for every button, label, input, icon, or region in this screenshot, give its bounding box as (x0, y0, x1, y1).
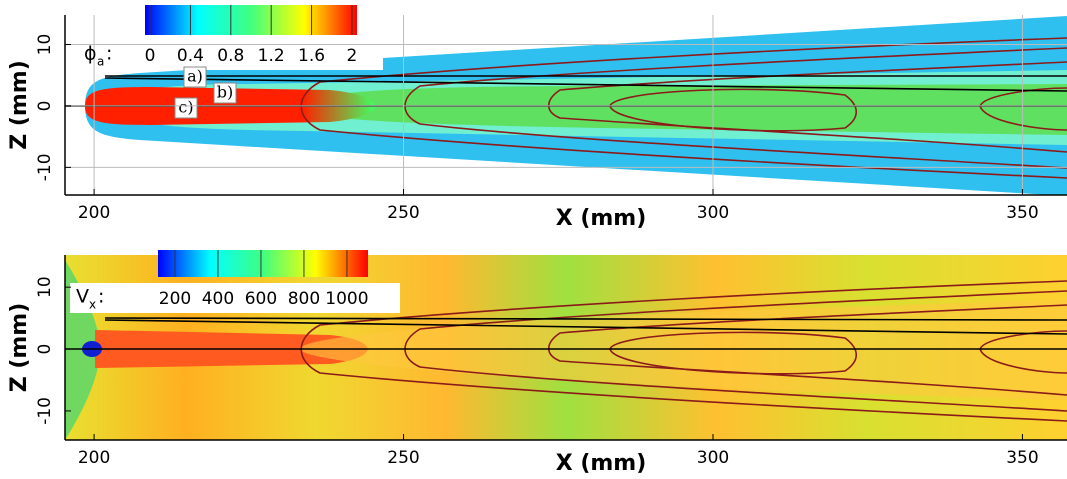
colorbar-tick-label: 1.6 (298, 46, 325, 66)
colorbar-suffix: : (106, 43, 112, 65)
colorbar-tick-label: 2 (347, 46, 358, 66)
colorbar-suffix: : (98, 286, 104, 308)
y-tick-label: 10 (35, 34, 55, 56)
x-tick-label: 300 (697, 448, 729, 468)
y-tick-label: -10 (35, 397, 55, 425)
colorbar-subscript: a (97, 55, 104, 69)
colorbar-tick-label: 0.4 (177, 46, 204, 66)
annotation-box (213, 82, 237, 104)
x-axis-label: X (mm) (556, 206, 647, 231)
colorbar-tick-label: 600 (245, 289, 277, 309)
colorbar-tick-label: 800 (288, 289, 320, 309)
colorbar-label-box (78, 40, 383, 70)
x-tick-label: 200 (78, 448, 110, 468)
annotation: a) (187, 67, 203, 86)
y-tick-label: -10 (35, 153, 55, 181)
colorbar-subscript: x (89, 298, 96, 312)
annotation-box (174, 97, 198, 119)
colorbar-tick-label: 1.2 (258, 46, 285, 66)
x-tick-label: 250 (387, 203, 419, 223)
y-axis-label: Z (mm) (7, 60, 32, 150)
colorbar-label-box (70, 283, 400, 313)
x-tick-label: 350 (1006, 203, 1038, 223)
colorbar-tick-label: 1000 (325, 289, 368, 309)
x-tick-label: 200 (78, 203, 110, 223)
x-axis-label: X (mm) (556, 451, 647, 476)
colorbar-tick-label: 0.8 (217, 46, 244, 66)
colorbar-symbol: V (76, 286, 89, 308)
annotation: b) (217, 83, 233, 102)
colorbar-tick-label: 400 (202, 289, 234, 309)
y-tick-label: 0 (35, 101, 55, 112)
y-axis-label: Z (mm) (7, 303, 32, 393)
x-tick-label: 350 (1006, 448, 1038, 468)
colorbar-tick-label: 0 (145, 46, 156, 66)
field-bottom (65, 255, 1067, 440)
annotation-box (183, 66, 207, 88)
y-tick-label: 0 (35, 344, 55, 355)
colorbar (158, 250, 368, 277)
colorbar-symbol: ϕ (84, 43, 97, 65)
x-tick-label: 300 (697, 203, 729, 223)
colorbar-tick-label: 200 (159, 289, 191, 309)
x-tick-label: 250 (387, 448, 419, 468)
y-tick-label: 10 (35, 276, 55, 298)
colorbar (145, 5, 357, 35)
streamlines-bottom (65, 317, 1067, 350)
annotation: c) (178, 98, 193, 117)
